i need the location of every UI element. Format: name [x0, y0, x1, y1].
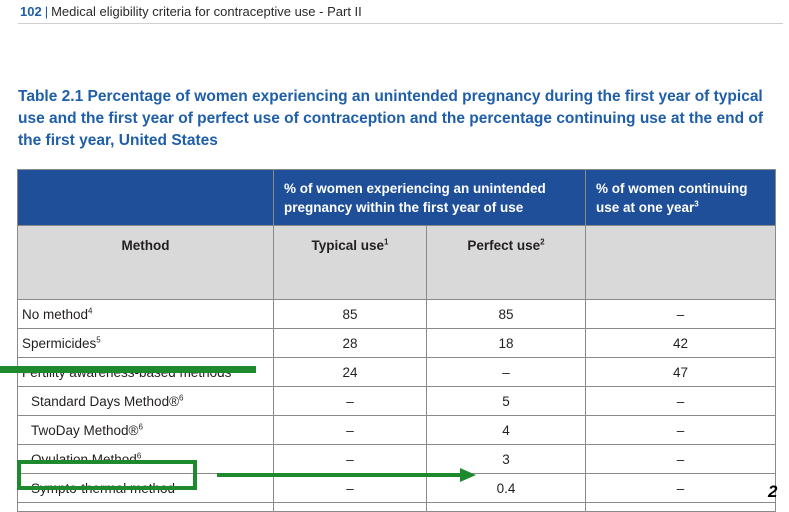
- typical-use-header: Typical use1: [273, 225, 427, 300]
- continuing-use-cell: –: [585, 473, 776, 503]
- contraception-table: % of women experiencing an unintended pr…: [17, 169, 776, 512]
- unintended-pregnancy-header: % of women experiencing an unintended pr…: [273, 169, 586, 226]
- continuing-use-footnote: 3: [694, 199, 699, 208]
- method-name: Spermicides: [22, 335, 97, 351]
- typical-use-cell: –: [273, 473, 427, 503]
- continuing-use-cell: 42: [585, 328, 776, 358]
- continuing-use-header: % of women continuing use at one year3: [585, 169, 776, 226]
- method-footnote: 5: [96, 335, 101, 344]
- running-header: 102 | Medical eligibility criteria for con…: [20, 4, 362, 19]
- method-footnote: 6: [138, 422, 143, 431]
- header-rule: [18, 23, 783, 24]
- cutoff-cell: [585, 502, 776, 512]
- method-name: TwoDay Method®: [31, 422, 139, 438]
- table-column-header-row: Method Typical use1 Perfect use2: [17, 225, 776, 300]
- perfect-use-cell: 4: [426, 415, 586, 445]
- continuing-use-cell: –: [585, 386, 776, 416]
- table-row: Standard Days Method®6–5–: [17, 386, 776, 416]
- continuing-blank-header: [585, 225, 776, 300]
- perfect-use-cell: 5: [426, 386, 586, 416]
- perfect-use-cell: –: [426, 357, 586, 387]
- perfect-use-cell: 0.4: [426, 473, 586, 503]
- continuing-use-header-text: % of women continuing use at one year: [596, 180, 748, 215]
- typical-use-cell: 85: [273, 299, 427, 329]
- typical-use-header-text: Typical use: [311, 238, 385, 253]
- unintended-pregnancy-header-text: % of women experiencing an unintended pr…: [284, 180, 546, 215]
- typical-use-cell: –: [273, 444, 427, 474]
- typical-use-cell: 28: [273, 328, 427, 358]
- cutoff-cell: [17, 502, 274, 512]
- annotation-highlight-box: [17, 460, 197, 490]
- table-group-header-row: % of women experiencing an unintended pr…: [17, 169, 776, 226]
- perfect-use-footnote: 2: [540, 237, 545, 247]
- typical-use-cell: –: [273, 386, 427, 416]
- perfect-use-cell: 85: [426, 299, 586, 329]
- empty-header-cell: [17, 169, 274, 226]
- method-footnote: 6: [136, 451, 142, 460]
- typical-use-cell: –: [273, 415, 427, 445]
- typical-use-footnote: 1: [384, 237, 389, 247]
- table-row: No method4 85 85–: [17, 299, 776, 329]
- method-footnote: 4: [88, 306, 93, 315]
- continuing-use-cell: –: [585, 415, 776, 445]
- method-cell: No method4: [17, 299, 274, 329]
- method-name: Standard Days Method®: [31, 393, 180, 409]
- typical-use-cell: 24: [273, 357, 427, 387]
- annotation-arrow-icon: [217, 468, 476, 482]
- table-row-cutoff: [17, 502, 776, 512]
- method-header-text: Method: [121, 238, 170, 253]
- continuing-use-cell: 47: [585, 357, 776, 387]
- continuing-use-cell: –: [585, 444, 776, 474]
- method-footnote: 6: [179, 393, 184, 402]
- method-header: Method: [17, 225, 274, 300]
- method-cell: Standard Days Method®6: [17, 386, 274, 416]
- method-cell: Spermicides5: [17, 328, 274, 358]
- method-name: No method: [22, 306, 89, 322]
- cutoff-cell: [273, 502, 427, 512]
- table-row: TwoDay Method®6–4–: [17, 415, 776, 445]
- perfect-use-header: Perfect use2: [426, 225, 586, 300]
- header-title: Medical eligibility criteria for contrac…: [51, 4, 362, 19]
- continuing-use-cell: –: [585, 299, 776, 329]
- annotation-underline: [0, 366, 256, 373]
- annotation-corner-mark: 2: [768, 482, 778, 501]
- cutoff-cell: [426, 502, 586, 512]
- method-cell: TwoDay Method®6: [17, 415, 274, 445]
- header-page-number: 102: [20, 4, 42, 19]
- table-caption: Table 2.1 Percentage of women experienci…: [18, 88, 763, 149]
- perfect-use-header-text: Perfect use: [467, 238, 541, 253]
- table-row: Spermicides5 28 18 42: [17, 328, 776, 358]
- header-separator: |: [44, 4, 49, 19]
- perfect-use-cell: 18: [426, 328, 586, 358]
- table-body: No method48585–Spermicides5281842Fertili…: [17, 299, 776, 512]
